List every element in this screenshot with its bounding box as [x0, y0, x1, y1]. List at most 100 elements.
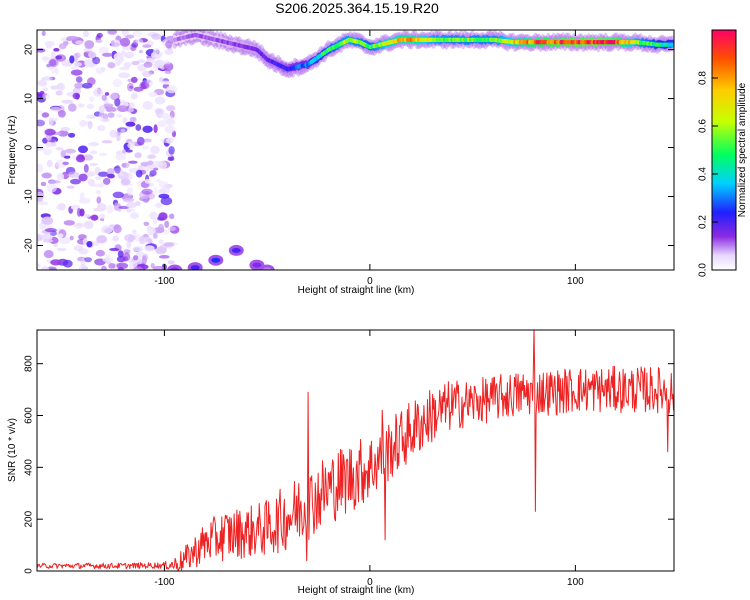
noise-blob [42, 239, 54, 243]
lower-band-blob [249, 259, 265, 270]
noise-blob [148, 173, 155, 177]
y-tick-label: 10 [24, 93, 35, 105]
noise-blob [165, 40, 173, 49]
noise-blob [158, 77, 164, 82]
noise-blob [69, 235, 74, 241]
lower-band-blob [187, 262, 203, 270]
colorbar-tick-label: 0.8 [698, 71, 709, 85]
noise-blob [75, 76, 83, 83]
noise-blob [160, 196, 173, 206]
noise-blob [41, 112, 50, 118]
noise-blob [50, 259, 62, 266]
noise-blob [100, 265, 107, 270]
noise-blob [58, 43, 67, 50]
noise-blob [37, 119, 46, 127]
noise-blob [59, 236, 71, 245]
noise-blob [74, 82, 85, 89]
noise-blob [122, 197, 135, 203]
chart-title: S206.2025.364.15.19.R20 [275, 0, 439, 16]
snr-ticks: -100 0 100 0 200 400 600 800 [24, 330, 674, 588]
noise-blob [58, 233, 64, 238]
noise-blob [143, 138, 152, 143]
noise-blob [98, 46, 109, 54]
noise-blob [83, 220, 94, 229]
noise-blob [112, 191, 125, 199]
noise-blob [137, 136, 145, 146]
noise-blob [110, 40, 115, 47]
noise-blob [151, 33, 162, 40]
noise-blob [44, 41, 55, 47]
noise-blob [128, 102, 135, 109]
noise-blob [157, 189, 167, 194]
noise-blob [121, 30, 129, 37]
noise-blob [124, 51, 135, 59]
noise-blob [164, 220, 170, 228]
noise-blob [78, 197, 91, 204]
noise-blob [130, 212, 139, 219]
noise-blob [115, 55, 124, 64]
noise-blob [48, 58, 59, 68]
noise-blob [142, 101, 153, 110]
colorbar-tick-label: 0.2 [698, 215, 709, 229]
noise-blob [114, 97, 121, 107]
colorbar-gradient [711, 29, 737, 271]
noise-blob [42, 87, 49, 92]
noise-blob [62, 161, 69, 166]
y-tick-label: 800 [24, 355, 35, 372]
noise-blob [154, 96, 166, 105]
noise-blob [102, 52, 113, 57]
noise-blob [167, 156, 175, 162]
noise-blob [90, 214, 99, 221]
noise-blob [158, 181, 169, 188]
noise-blob [124, 34, 135, 39]
noise-blob [86, 241, 93, 248]
noise-blob [50, 50, 56, 60]
noise-blob [133, 266, 143, 270]
noise-blob [107, 173, 115, 179]
noise-blob [137, 59, 146, 63]
noise-blob [123, 256, 128, 262]
noise-blob [125, 173, 133, 180]
noise-blob [163, 242, 175, 247]
noise-blob [112, 235, 119, 242]
noise-blob [135, 251, 145, 258]
noise-blob [55, 159, 67, 168]
noise-blob [95, 39, 103, 43]
noise-blob [144, 178, 151, 184]
noise-blob [107, 62, 116, 69]
noise-blob [73, 222, 84, 229]
noise-blob [161, 80, 171, 85]
noise-blob [117, 250, 124, 258]
noise-blob [142, 145, 149, 150]
noise-blob [109, 107, 117, 112]
y-tick-label: 200 [24, 510, 35, 527]
noise-blob [37, 201, 49, 206]
noise-blob [101, 140, 113, 144]
noise-blob [158, 254, 170, 259]
noise-blob [79, 119, 87, 127]
noise-blob [96, 196, 102, 204]
x-tick-label: 100 [567, 577, 584, 588]
y-tick-label: -20 [24, 238, 35, 253]
spectrogram-frame [36, 29, 675, 271]
noise-blob [163, 229, 170, 235]
noise-blob [86, 103, 95, 110]
noise-blob [141, 255, 147, 265]
y-tick-label: 400 [24, 459, 35, 476]
x-tick-label: -100 [154, 577, 174, 588]
noise-blob [144, 245, 155, 252]
noise-blob [139, 81, 150, 90]
noise-blob [134, 258, 144, 265]
lower-band-blob [208, 254, 224, 266]
noise-blob [121, 105, 127, 110]
noise-blob [81, 258, 86, 267]
noise-blob [56, 83, 64, 90]
snr-x-label: Height of straight line (km) [298, 585, 415, 596]
noise-blob [83, 164, 89, 173]
noise-blob [133, 255, 139, 261]
noise-blob [41, 216, 54, 225]
noise-blob [53, 48, 60, 52]
noise-blob [108, 263, 116, 269]
noise-blob [109, 247, 120, 252]
noise-blob [109, 129, 118, 138]
